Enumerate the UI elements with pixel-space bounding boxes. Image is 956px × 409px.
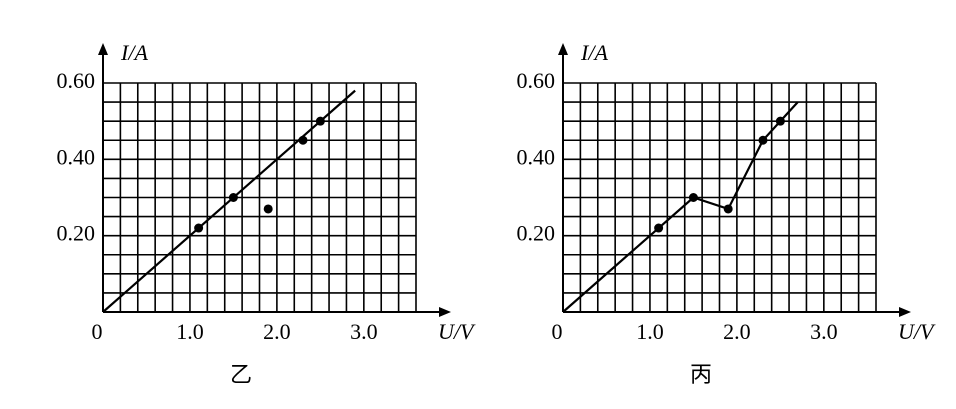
x-tick-label: 3.0 <box>350 319 378 344</box>
y-arrow <box>98 43 108 55</box>
y-tick-label: 0.20 <box>517 221 556 246</box>
x-axis-label: U/V <box>438 319 476 344</box>
data-point <box>775 116 785 126</box>
y-tick-label: 0.20 <box>57 221 96 246</box>
y-tick-label: 0.60 <box>517 68 556 93</box>
x-arrow <box>899 307 911 317</box>
fit-line <box>102 89 356 313</box>
data-point <box>688 193 698 202</box>
x-arrow <box>439 307 451 317</box>
x-tick-label: 1.0 <box>176 319 204 344</box>
data-point <box>723 204 733 214</box>
data-point <box>315 116 325 126</box>
x-tick-label: 2.0 <box>723 319 751 344</box>
y-axis-label: I/A <box>120 40 148 65</box>
chart-caption: 乙 <box>230 362 252 387</box>
x-tick-label: 1.0 <box>636 319 664 344</box>
data-point <box>654 223 664 233</box>
x-tick-label: 0 <box>552 319 563 344</box>
x-axis-label: U/V <box>898 319 936 344</box>
x-tick-label: 3.0 <box>810 319 838 344</box>
data-point <box>228 193 238 202</box>
y-tick-label: 0.40 <box>57 144 96 169</box>
x-tick-label: 2.0 <box>263 319 291 344</box>
y-tick-label: 0.60 <box>57 68 96 93</box>
data-point <box>758 135 768 145</box>
y-arrow <box>558 43 568 55</box>
chart-caption: 丙 <box>690 362 712 387</box>
data-point <box>263 204 273 214</box>
x-tick-label: 0 <box>92 319 103 344</box>
y-tick-label: 0.40 <box>517 144 556 169</box>
y-axis-label: I/A <box>580 40 608 65</box>
data-point <box>194 223 204 233</box>
data-point <box>298 135 308 145</box>
